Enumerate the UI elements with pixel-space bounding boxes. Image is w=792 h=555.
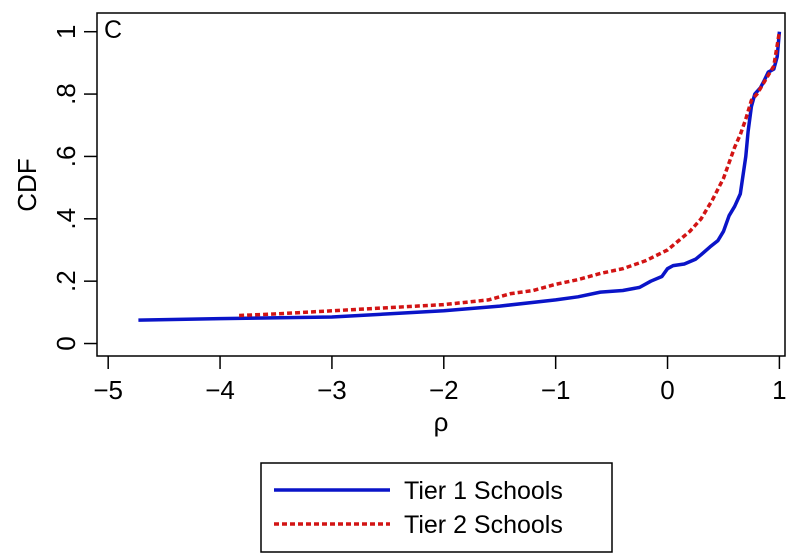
- legend: Tier 1 Schools Tier 2 Schools: [260, 462, 613, 553]
- y-tick-label: .6: [51, 146, 81, 168]
- y-tick-label: .2: [51, 270, 81, 292]
- y-tick-label: 0: [51, 336, 81, 350]
- y-axis: 0 .2 .4 .6 .8 1: [51, 24, 97, 351]
- x-tick-label: −4: [205, 375, 235, 405]
- x-axis: −5 −4 −3 −2 −1 0 1: [93, 356, 787, 405]
- legend-label-tier2: Tier 2 Schools: [404, 511, 563, 539]
- x-axis-title: ρ: [434, 407, 449, 437]
- x-tick-label: −3: [317, 375, 347, 405]
- y-axis-title: CDF: [12, 158, 42, 211]
- x-tick-label: −5: [93, 375, 123, 405]
- legend-box: [260, 462, 613, 553]
- x-tick-label: −2: [429, 375, 459, 405]
- series-line-tier2: [239, 31, 782, 318]
- x-tick-label: 0: [660, 375, 674, 405]
- x-tick-label: −1: [541, 375, 571, 405]
- y-tick-label: .4: [51, 208, 81, 230]
- plot-frame: [96, 12, 786, 357]
- series-line-tier1: [138, 31, 782, 322]
- series-layer: [138, 31, 782, 322]
- panel-label: C: [104, 16, 122, 44]
- legend-label-tier1: Tier 1 Schools: [404, 477, 563, 505]
- x-tick-label: 1: [772, 375, 786, 405]
- y-tick-label: .8: [51, 83, 81, 105]
- y-tick-label: 1: [51, 24, 81, 38]
